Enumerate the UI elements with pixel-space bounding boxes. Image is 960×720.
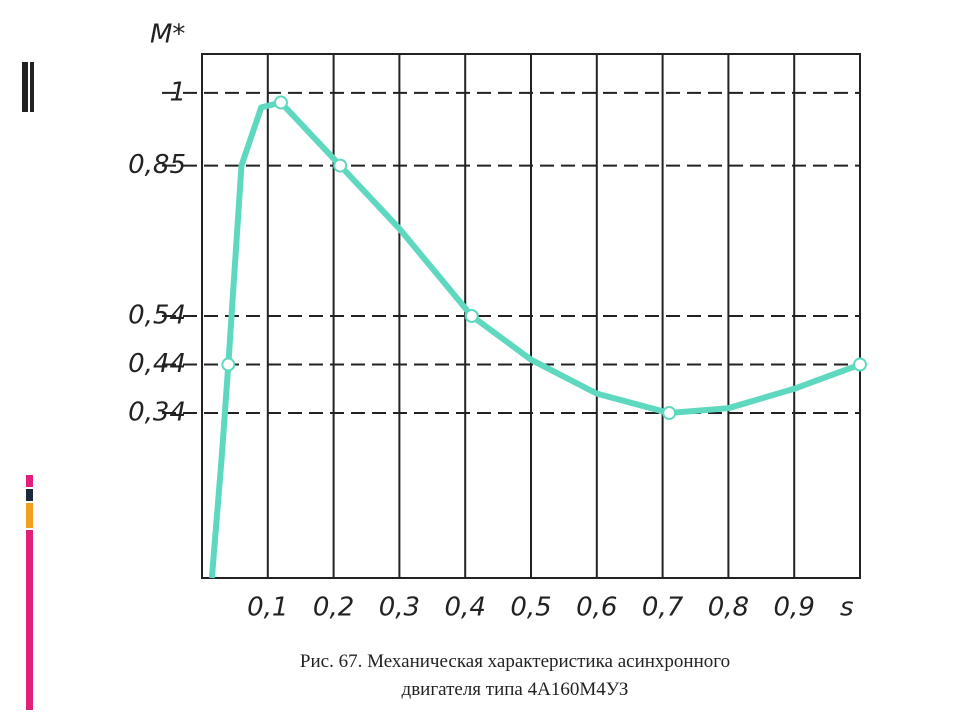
decor-bar [26, 530, 33, 710]
x-tick-label: 0,5 [510, 593, 551, 623]
decor-bar [22, 62, 28, 112]
y-tick-label: 0,44 [128, 349, 186, 379]
decor-bar [26, 503, 33, 528]
x-tick-label: 0,2 [313, 593, 354, 623]
decor-bar [26, 489, 33, 501]
caption: Рис. 67. Механическая характеристика аси… [300, 651, 730, 672]
x-tick-label: 0,6 [576, 593, 617, 623]
x-tick-label: 0,7 [642, 593, 684, 623]
y-tick-label: 0,54 [128, 301, 186, 331]
y-tick-label: 1 [169, 77, 186, 107]
x-tick-label: 0,4 [445, 593, 486, 623]
point [333, 158, 348, 173]
y-axis-label: M* [150, 20, 185, 50]
decor-bar [26, 475, 33, 487]
x-axis-label: s [840, 593, 854, 623]
point [662, 406, 677, 421]
point [853, 357, 867, 372]
y-tick-label: 0,85 [128, 150, 186, 180]
x-tick-label: 0,3 [379, 593, 420, 623]
point [221, 357, 236, 372]
x-tick-label: 0,8 [708, 593, 749, 623]
y-tick-label: 0,34 [128, 398, 186, 428]
caption: двигателя типа 4А160М4УЗ [402, 679, 629, 700]
point [273, 95, 288, 110]
x-tick-label: 0,9 [774, 593, 815, 623]
point [464, 309, 479, 323]
decor-bar [30, 62, 34, 112]
x-tick-label: 0,1 [247, 593, 288, 623]
curve [208, 99, 862, 579]
